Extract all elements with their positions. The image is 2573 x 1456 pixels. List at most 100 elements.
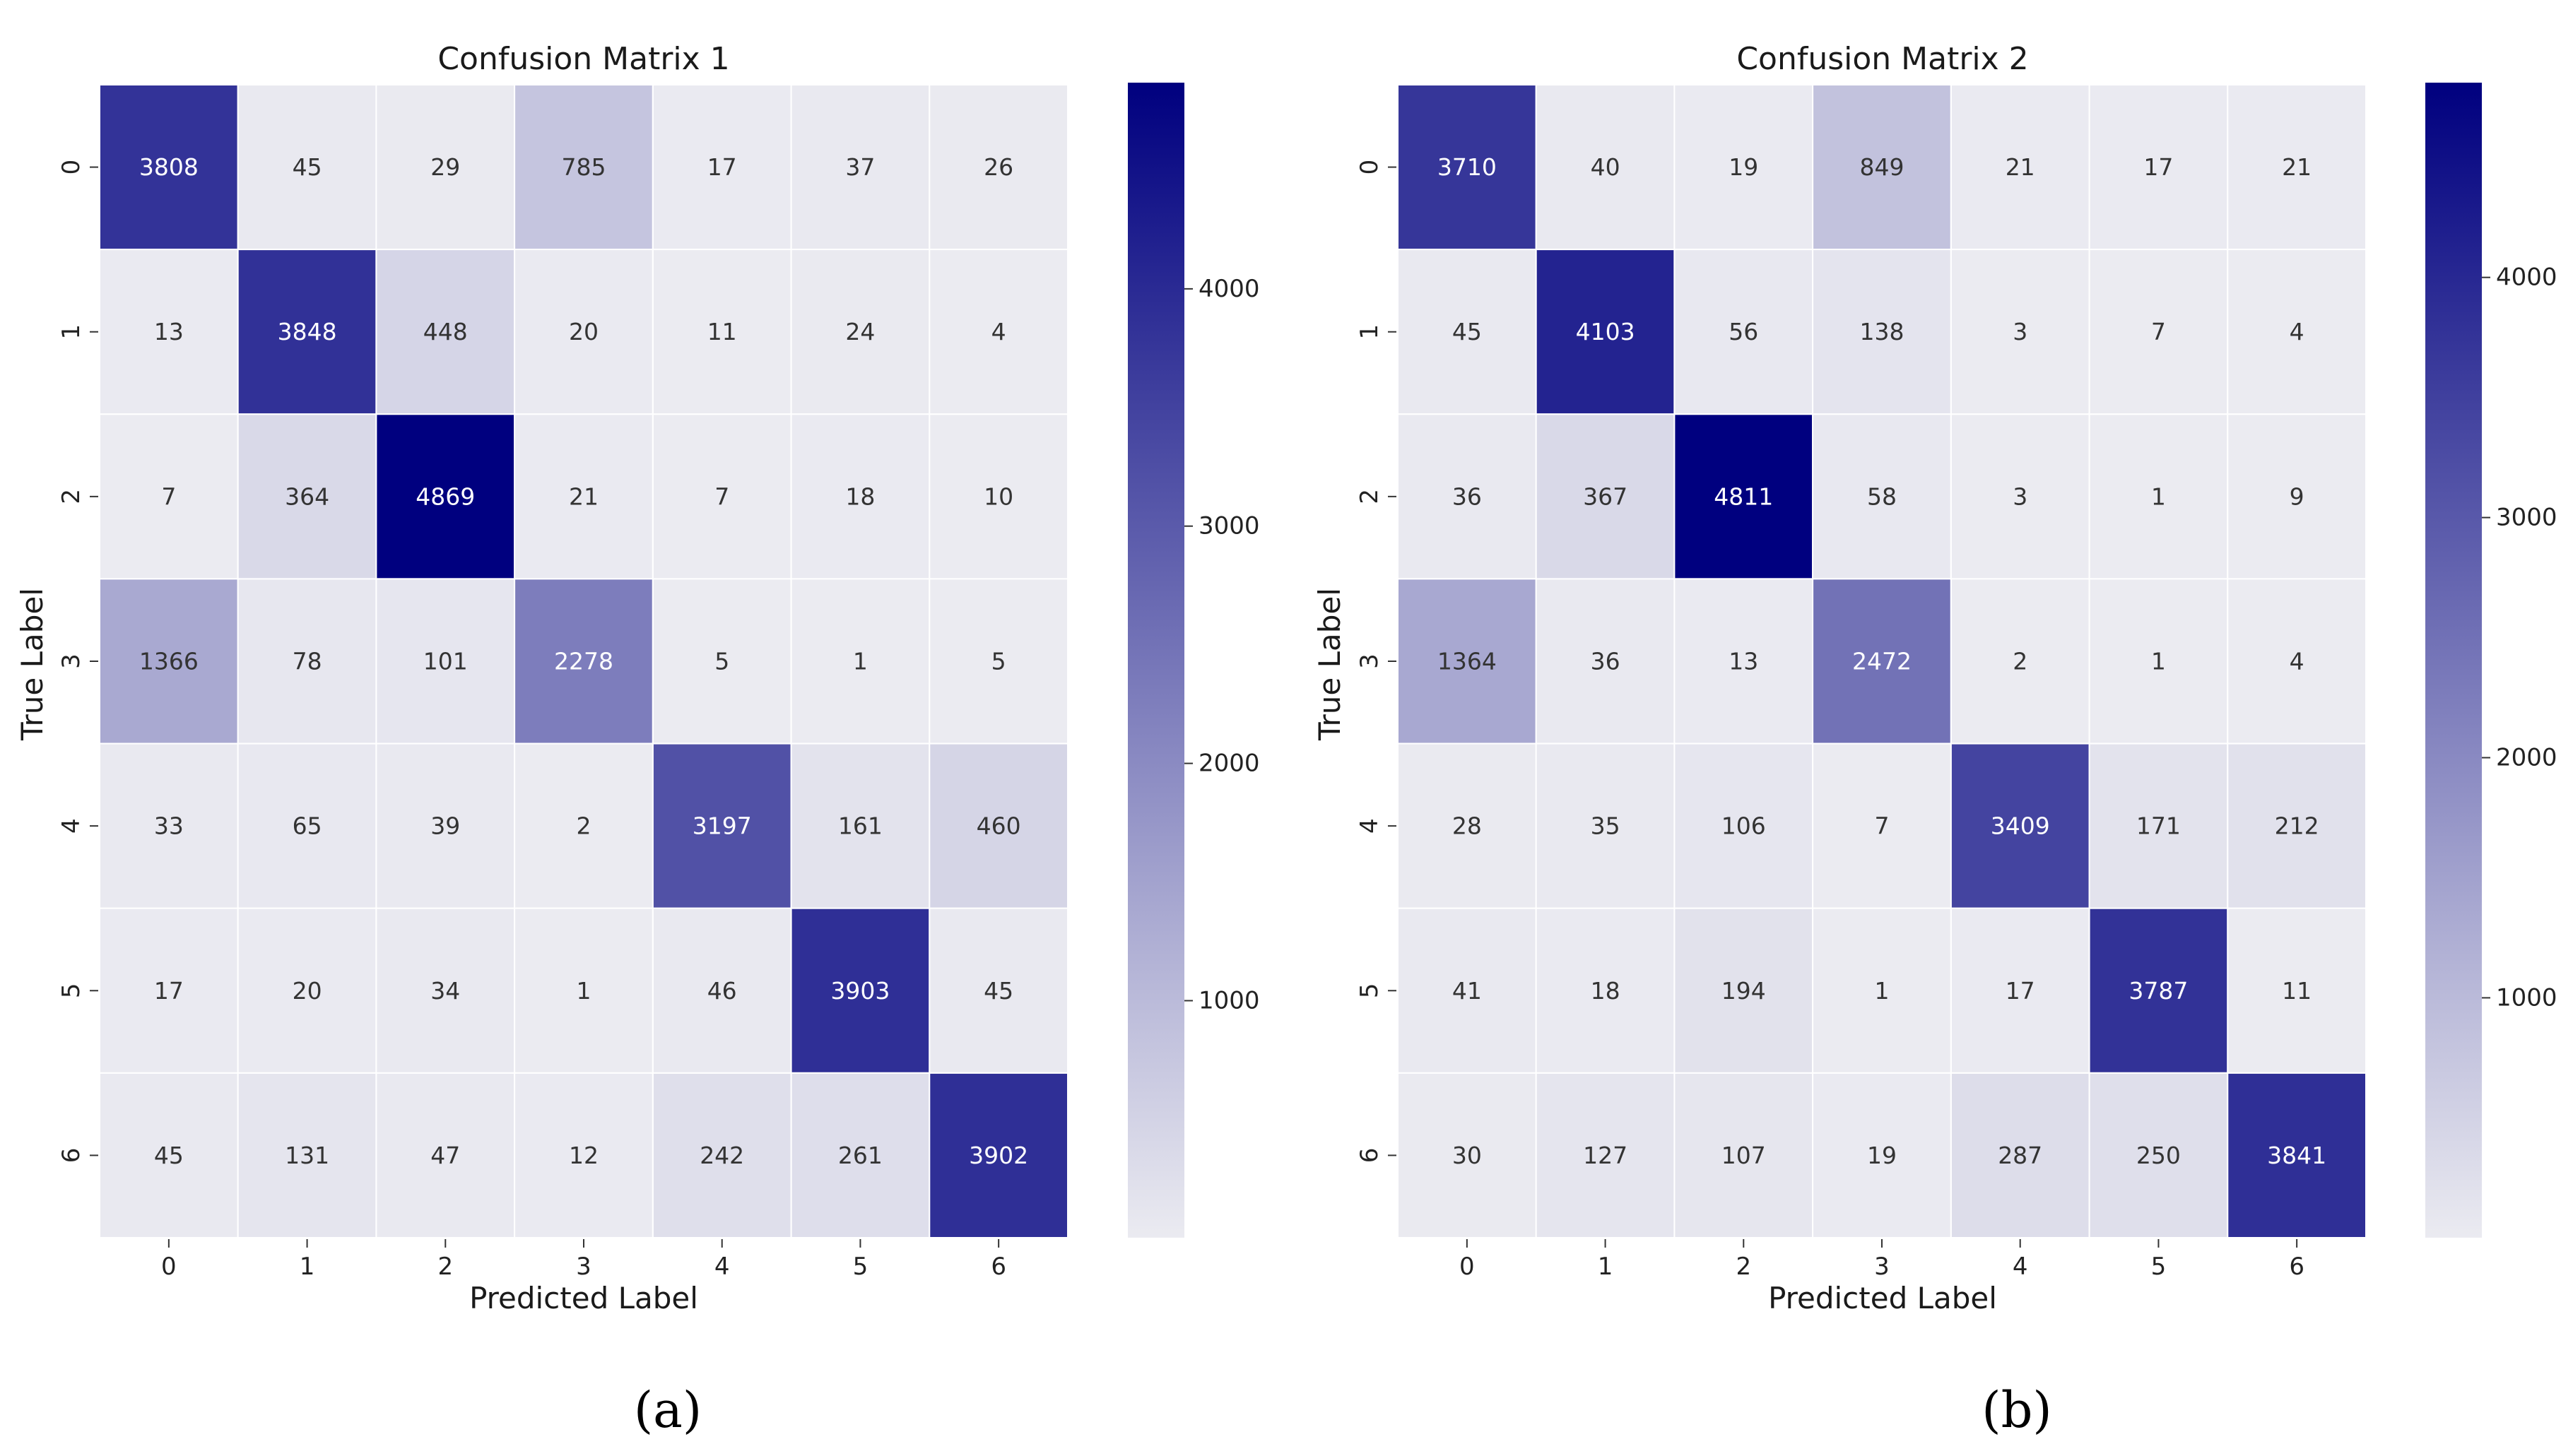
- cell-value-label: 17: [2006, 977, 2035, 1005]
- heatmap-cell: [1950, 742, 2090, 909]
- cell-value-label: 45: [293, 153, 322, 181]
- cell-value-label: 30: [1452, 1142, 1482, 1169]
- heatmap-cell: [2227, 1072, 2367, 1239]
- cell-value-label: 3710: [1437, 153, 1497, 181]
- cell-value-label: 18: [1591, 977, 1620, 1005]
- x-tick-label: 6: [991, 1253, 1006, 1281]
- cell-value-label: 194: [1721, 977, 1766, 1005]
- cell-value-label: 13: [1729, 648, 1758, 675]
- cell-value-label: 11: [2282, 977, 2312, 1005]
- y-tick-labels: 0 1 2 3 4 5 6: [1355, 160, 1396, 1163]
- x-tick-label: 4: [2013, 1253, 2028, 1281]
- cell-value-label: 36: [1452, 483, 1482, 510]
- heatmap-cell: [99, 742, 239, 909]
- heatmap-cell: [1673, 907, 1814, 1074]
- heatmap-cell: [2088, 413, 2229, 580]
- heatmap-cell: [1673, 742, 1814, 909]
- colorbar: 1000 2000 3000 4000: [1128, 83, 1260, 1238]
- cell-value-label: 3409: [1991, 812, 2050, 840]
- cell-value-label: 2472: [1852, 648, 1912, 675]
- cell-value-label: 127: [1583, 1142, 1627, 1169]
- heatmap-cell: [514, 1072, 654, 1239]
- x-tick-label: 5: [2151, 1253, 2167, 1281]
- heatmap-cell: [99, 249, 239, 415]
- x-tick-label: 1: [300, 1253, 315, 1281]
- cell-value-label: 1: [577, 977, 591, 1005]
- heatmap-cell: [929, 249, 1069, 415]
- cell-value-label: 3808: [139, 153, 199, 181]
- x-axis-label: Predicted Label: [469, 1281, 698, 1315]
- heatmap-cell: [929, 413, 1069, 580]
- cell-value-label: 2: [577, 812, 591, 840]
- heatmap-cell: [237, 413, 377, 580]
- cell-value-label: 261: [838, 1142, 883, 1169]
- heatmap-cell: [1535, 1072, 1676, 1239]
- cell-value-label: 18: [845, 483, 875, 510]
- heatmap-cell: [1535, 907, 1676, 1074]
- y-tick-label: 4: [57, 818, 86, 834]
- y-tick-label: 0: [57, 160, 86, 175]
- cell-value-label: 2: [2013, 648, 2027, 675]
- heatmap-cell: [929, 578, 1069, 745]
- cell-value-label: 250: [2136, 1142, 2181, 1169]
- cell-value-label: 21: [2282, 153, 2312, 181]
- heatmap-cell: [1812, 907, 1952, 1074]
- cell-value-label: 56: [1729, 318, 1758, 345]
- heatmap-cell: [237, 578, 377, 745]
- cell-value-label: 212: [2275, 812, 2319, 840]
- cell-value-label: 138: [1860, 318, 1904, 345]
- cell-value-label: 4: [991, 318, 1006, 345]
- cell-value-label: 7: [161, 483, 176, 510]
- heatmap-cell: [514, 413, 654, 580]
- cell-value-label: 39: [430, 812, 460, 840]
- heatmap-cell: [652, 907, 792, 1074]
- heatmap-cell: [790, 578, 931, 745]
- heatmap-cell: [929, 907, 1069, 1074]
- cell-value-label: 785: [562, 153, 606, 181]
- y-tick-label: 5: [1355, 983, 1384, 998]
- cell-value-label: 5: [991, 648, 1006, 675]
- y-axis-label: True Label: [15, 588, 49, 741]
- cell-value-label: 4: [2290, 318, 2304, 345]
- x-tick-label: 1: [1598, 1253, 1613, 1281]
- cell-value-label: 3197: [693, 812, 752, 840]
- colorbar-tick-label: 3000: [2496, 504, 2557, 532]
- heatmap-cell: [375, 907, 516, 1074]
- y-tick-label: 3: [57, 653, 86, 669]
- x-tick-label: 3: [1874, 1253, 1890, 1281]
- cell-value-label: 28: [1452, 812, 1482, 840]
- cell-value-label: 46: [707, 977, 737, 1005]
- cell-value-label: 45: [984, 977, 1013, 1005]
- heatmap-cell: [99, 84, 239, 251]
- cell-value-label: 19: [1729, 153, 1758, 181]
- heatmap-cell: [1535, 578, 1676, 745]
- cell-value-label: 3787: [2129, 977, 2188, 1005]
- heatmap-cell: [1812, 578, 1952, 745]
- cell-value-label: 367: [1583, 483, 1627, 510]
- heatmap-cell: [929, 1072, 1069, 1239]
- x-tick-label: 6: [2289, 1253, 2304, 1281]
- cell-value-label: 3841: [2267, 1142, 2326, 1169]
- heatmap-cell: [514, 84, 654, 251]
- cell-value-label: 24: [845, 318, 875, 345]
- heatmap-cell: [1812, 742, 1952, 909]
- cell-value-label: 7: [1875, 812, 1890, 840]
- y-tick-label: 3: [1355, 653, 1384, 669]
- y-tick-label: 2: [57, 489, 86, 504]
- heatmap-cell: [1535, 742, 1676, 909]
- chart-title: Confusion Matrix 2: [1736, 41, 2028, 77]
- heatmap-cell: [1950, 413, 2090, 580]
- heatmap-cell: [1673, 578, 1814, 745]
- x-tick-label: 2: [1736, 1253, 1751, 1281]
- heatmap-cell: [652, 413, 792, 580]
- heatmap-cell: [1397, 84, 1537, 251]
- x-tick-labels: 0 1 2 3 4 5 6: [1459, 1239, 2304, 1281]
- heatmap-cell: [1812, 249, 1952, 415]
- heatmap-cell: [375, 84, 516, 251]
- cell-value-label: 7: [2151, 318, 2166, 345]
- heatmap-cell: [99, 578, 239, 745]
- colorbar-tick-label: 2000: [2496, 744, 2557, 772]
- cell-value-label: 3: [2013, 318, 2027, 345]
